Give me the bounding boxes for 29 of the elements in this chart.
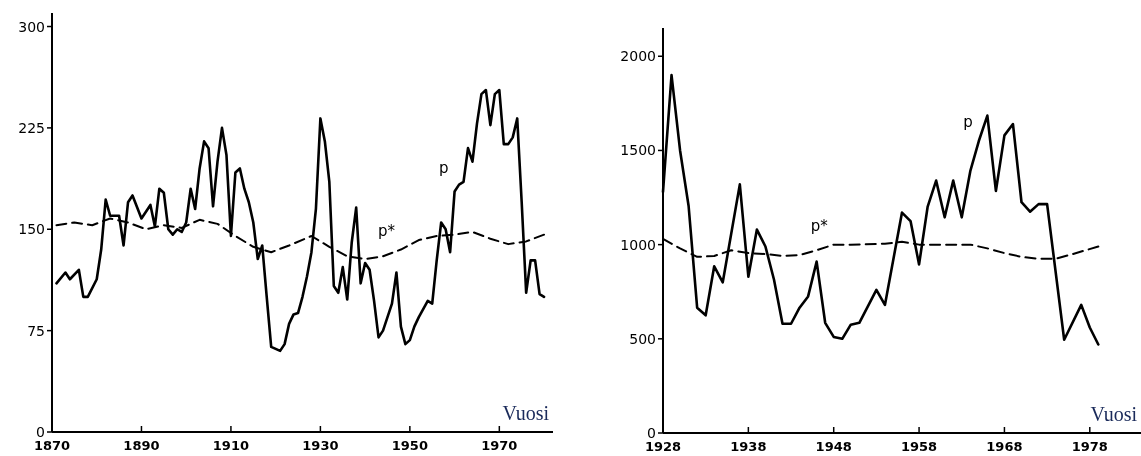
y-tick-label: 75 — [27, 322, 45, 339]
series-label: p* — [810, 216, 829, 235]
x-tick-label: 1968 — [986, 439, 1023, 454]
series-label: p — [963, 113, 973, 132]
x-tick-label: 1930 — [302, 438, 339, 453]
x-tick-label: 1938 — [730, 439, 767, 454]
x-tick-label: 1950 — [391, 438, 428, 453]
y-tick-label: 1000 — [620, 236, 656, 253]
x-tick-label: 1978 — [1071, 439, 1108, 454]
y-tick-label: 300 — [18, 18, 45, 35]
x-tick-label: 1958 — [900, 439, 938, 454]
y-tick-label: 0 — [36, 424, 45, 440]
x-axis-title: Vuosi — [1090, 403, 1138, 425]
y-tick-label: 500 — [629, 330, 656, 347]
series-label: p* — [377, 221, 396, 240]
y-tick-label: 2000 — [620, 48, 656, 65]
x-tick-label: 1970 — [481, 438, 518, 453]
x-tick-label: 1928 — [644, 439, 682, 454]
series-label: p — [439, 159, 449, 178]
y-tick-label: 150 — [18, 221, 45, 238]
x-tick-label: 1910 — [212, 438, 250, 453]
y-tick-label: 225 — [18, 119, 45, 136]
x-tick-label: 1870 — [33, 438, 71, 453]
x-axis-title: Vuosi — [502, 402, 550, 424]
x-tick-label: 1890 — [123, 438, 160, 453]
y-tick-label: 1500 — [620, 142, 656, 159]
line-series — [55, 88, 546, 353]
x-tick-label: 1948 — [815, 439, 852, 454]
y-tick-label: 0 — [647, 425, 656, 441]
